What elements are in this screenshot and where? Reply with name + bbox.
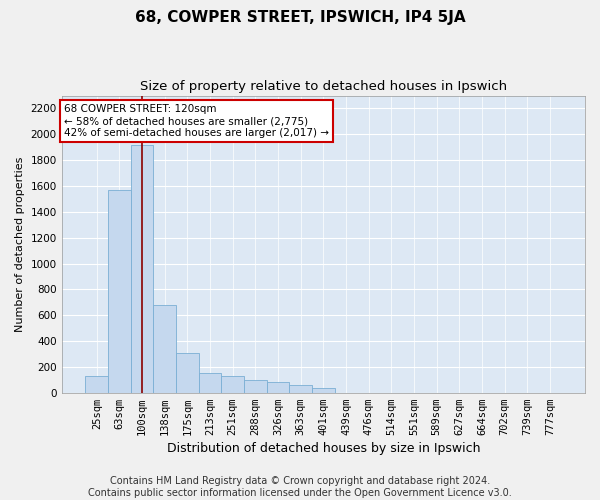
Bar	[131, 144, 154, 392]
Bar	[312, 388, 335, 392]
Y-axis label: Number of detached properties: Number of detached properties	[15, 156, 25, 332]
Bar	[154, 305, 176, 392]
Text: 68, COWPER STREET, IPSWICH, IP4 5JA: 68, COWPER STREET, IPSWICH, IP4 5JA	[134, 10, 466, 25]
X-axis label: Distribution of detached houses by size in Ipswich: Distribution of detached houses by size …	[167, 442, 480, 455]
Text: 68 COWPER STREET: 120sqm
← 58% of detached houses are smaller (2,775)
42% of sem: 68 COWPER STREET: 120sqm ← 58% of detach…	[64, 104, 329, 138]
Bar	[199, 374, 221, 392]
Text: Contains HM Land Registry data © Crown copyright and database right 2024.
Contai: Contains HM Land Registry data © Crown c…	[88, 476, 512, 498]
Bar	[176, 352, 199, 393]
Bar	[266, 382, 289, 392]
Bar	[108, 190, 131, 392]
Bar	[244, 380, 266, 392]
Title: Size of property relative to detached houses in Ipswich: Size of property relative to detached ho…	[140, 80, 507, 93]
Bar	[289, 385, 312, 392]
Bar	[221, 376, 244, 392]
Bar	[85, 376, 108, 392]
